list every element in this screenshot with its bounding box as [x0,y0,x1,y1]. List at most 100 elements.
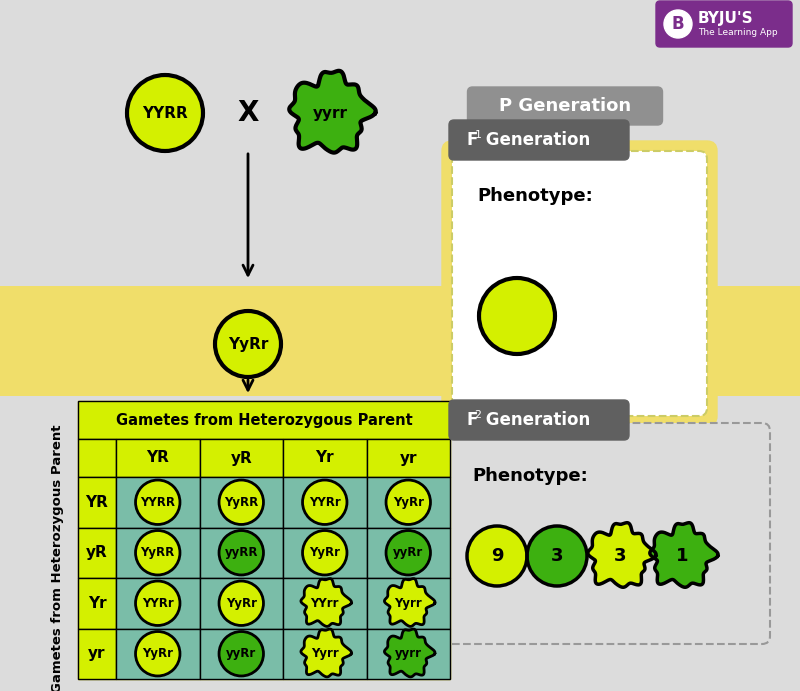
Text: YYrr: YYrr [310,597,339,609]
Text: Yyrr: Yyrr [394,597,422,609]
Text: yyrr: yyrr [394,647,422,660]
Text: YyRr: YyRr [310,547,340,559]
Circle shape [527,526,587,586]
Circle shape [219,581,263,625]
FancyBboxPatch shape [656,1,792,47]
Text: YYRr: YYRr [309,495,341,509]
Text: YyRr: YyRr [142,647,174,660]
FancyBboxPatch shape [442,141,717,426]
Bar [283,629,366,679]
Bar [366,578,450,629]
Text: Gametes from Heterozygous Parent: Gametes from Heterozygous Parent [51,425,65,691]
Bar [0,286,800,396]
Text: 3: 3 [550,547,563,565]
Text: yyRR: yyRR [225,547,258,559]
Text: Phenotype:: Phenotype: [472,467,588,485]
Circle shape [127,75,203,151]
Bar [78,439,116,477]
Text: Phenotype:: Phenotype: [477,187,593,205]
Circle shape [135,480,180,524]
Text: F: F [466,131,478,149]
Bar [283,439,366,477]
Text: 1: 1 [474,130,482,140]
Text: yyrr: yyrr [313,106,347,120]
Bar [116,439,199,477]
Text: 2: 2 [474,410,482,420]
Bar [78,401,450,679]
Text: 3: 3 [614,547,626,565]
Bar [116,629,199,679]
Polygon shape [301,578,351,627]
Text: B: B [672,15,684,33]
Circle shape [386,531,430,575]
Bar [366,527,450,578]
Polygon shape [650,522,718,587]
Circle shape [467,526,527,586]
Circle shape [219,531,263,575]
Circle shape [219,480,263,524]
Circle shape [386,480,430,524]
Text: Yyrr: Yyrr [311,647,338,660]
Text: yyRr: yyRr [226,647,256,660]
Bar [366,629,450,679]
Circle shape [135,531,180,575]
Bar [199,527,283,578]
Polygon shape [385,578,435,627]
Polygon shape [301,629,351,677]
Bar [116,527,199,578]
Polygon shape [385,629,435,677]
Text: X: X [238,99,258,127]
Bar [116,477,199,527]
FancyBboxPatch shape [449,400,629,440]
Bar [283,527,366,578]
Circle shape [479,278,555,354]
Text: P Generation: P Generation [499,97,631,115]
Bar [283,578,366,629]
Text: yr: yr [88,646,106,661]
Text: YyRr: YyRr [228,337,268,352]
Text: BYJU'S: BYJU'S [698,11,754,26]
Text: YyRr: YyRr [226,597,257,609]
Text: yyRr: yyRr [393,547,423,559]
Circle shape [215,311,281,377]
Circle shape [135,581,180,625]
Text: YR: YR [146,451,169,466]
Text: Generation: Generation [480,131,590,149]
Bar [199,439,283,477]
Bar [366,439,450,477]
Bar [199,578,283,629]
Text: YR: YR [86,495,109,510]
Text: 9: 9 [490,547,503,565]
Circle shape [135,632,180,676]
Circle shape [219,632,263,676]
Circle shape [664,10,692,38]
Text: The Learning App: The Learning App [698,28,778,37]
Polygon shape [588,522,656,587]
Bar [78,477,116,527]
Bar [78,401,450,439]
Text: F: F [466,411,478,429]
FancyBboxPatch shape [452,151,707,416]
Polygon shape [290,70,376,153]
Bar [283,477,366,527]
Bar [78,629,116,679]
Bar [78,527,116,578]
Bar [116,578,199,629]
Text: yR: yR [230,451,252,466]
Text: yr: yr [399,451,417,466]
Text: Yr: Yr [315,451,334,466]
Bar [366,477,450,527]
Text: Generation: Generation [480,411,590,429]
Bar [199,629,283,679]
Text: yR: yR [86,545,108,560]
FancyBboxPatch shape [444,423,770,644]
FancyBboxPatch shape [467,87,662,125]
Text: YyRR: YyRR [141,547,175,559]
Text: Yr: Yr [88,596,106,611]
Bar [78,578,116,629]
Text: YYRr: YYRr [142,597,174,609]
Text: YYRR: YYRR [140,495,175,509]
Text: Gametes from Heterozygous Parent: Gametes from Heterozygous Parent [116,413,412,428]
Bar [199,477,283,527]
Text: YyRr: YyRr [393,495,424,509]
